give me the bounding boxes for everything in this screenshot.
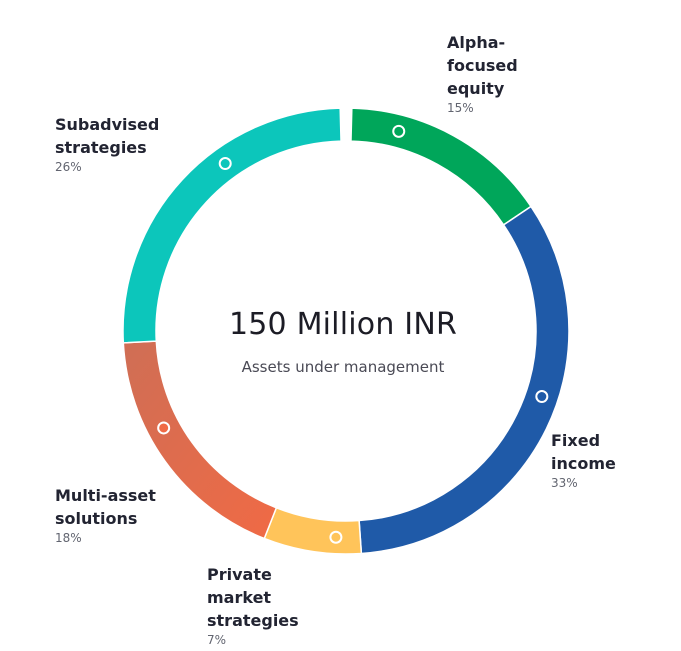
segment-label-alpha-focused-equity: Alpha- focused equity 15%	[447, 31, 537, 116]
segment-percent: 18%	[55, 531, 82, 545]
segment-name-line: Subadvised	[55, 115, 160, 134]
segment-label-fixed-income: Fixed income 33%	[551, 429, 641, 491]
donut-segment-0	[350, 107, 533, 226]
segment-percent: 7%	[207, 633, 227, 647]
segment-name-line: market	[207, 588, 272, 607]
segment-name-line: equity	[447, 79, 505, 98]
donut-segment-4	[122, 107, 342, 344]
segment-marker-4	[218, 157, 232, 171]
segment-name-line: solutions	[55, 509, 138, 528]
segment-percent: 26%	[55, 160, 82, 174]
segment-name-line: focused	[447, 56, 518, 75]
segment-name-line: Alpha-	[447, 33, 506, 52]
segment-name-line: strategies	[207, 611, 299, 630]
segment-marker-0	[392, 124, 406, 138]
segment-marker-2	[329, 530, 343, 544]
segment-name-line: Private	[207, 565, 272, 584]
donut-segment-1	[358, 205, 570, 555]
segment-percent: 33%	[551, 476, 578, 490]
center-subtitle: Assets under management	[241, 358, 445, 376]
donut-segment-2	[263, 506, 363, 555]
segment-name-line: income	[551, 454, 616, 473]
segment-marker-3	[157, 421, 171, 435]
segment-name-line: strategies	[55, 138, 147, 157]
segment-marker-1	[535, 390, 549, 404]
segment-name-line: Fixed	[551, 431, 601, 450]
segment-label-subadvised-strategies: Subadvised strategies 26%	[55, 113, 175, 175]
segment-name-line: Multi-asset	[55, 486, 156, 505]
segment-label-multi-asset-solutions: Multi-asset solutions 18%	[55, 484, 165, 546]
segment-percent: 15%	[447, 101, 474, 115]
segment-label-private-market-strategies: Private market strategies 7%	[207, 563, 317, 648]
center-title: 150 Million INR	[228, 307, 458, 342]
